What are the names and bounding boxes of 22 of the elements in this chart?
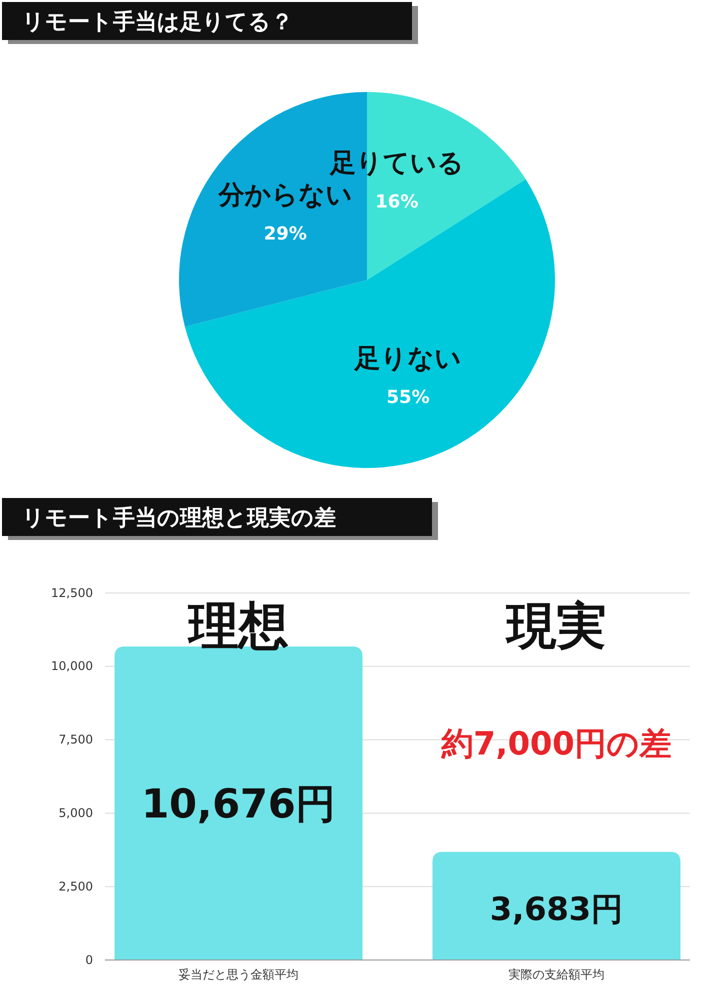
chart-title: リモート手当は足りてる？ bbox=[22, 10, 293, 35]
annotation: 約7,000円の差 bbox=[440, 724, 672, 762]
y-tick-label: 12,500 bbox=[51, 586, 93, 600]
y-tick-label: 0 bbox=[85, 952, 93, 967]
x-tick-label: 実際の支給額平均 bbox=[508, 968, 604, 982]
data-label: 55% bbox=[386, 386, 430, 408]
y-tick-label: 2,500 bbox=[58, 879, 93, 894]
slice-label: 足りない bbox=[354, 344, 462, 374]
pie-slice bbox=[184, 179, 555, 468]
data-label: 3,683円 bbox=[490, 890, 624, 928]
annotation: 現実 bbox=[504, 597, 606, 655]
y-tick-label: 5,000 bbox=[58, 806, 93, 820]
x-tick-label: 妥当だと思う金額平均 bbox=[178, 968, 299, 982]
data-label: 29% bbox=[264, 224, 307, 245]
y-tick-label: 7,500 bbox=[58, 732, 93, 747]
data-label: 10,676円 bbox=[141, 781, 336, 828]
annotation: 理想 bbox=[186, 597, 289, 655]
y-tick-label: 10,000 bbox=[51, 659, 93, 674]
chart-title: リモート手当の理想と現実の差 bbox=[22, 505, 336, 531]
data-label: 16% bbox=[375, 191, 418, 212]
slice-label: 足りている bbox=[328, 148, 464, 178]
slice-label: 分からない bbox=[217, 180, 352, 211]
